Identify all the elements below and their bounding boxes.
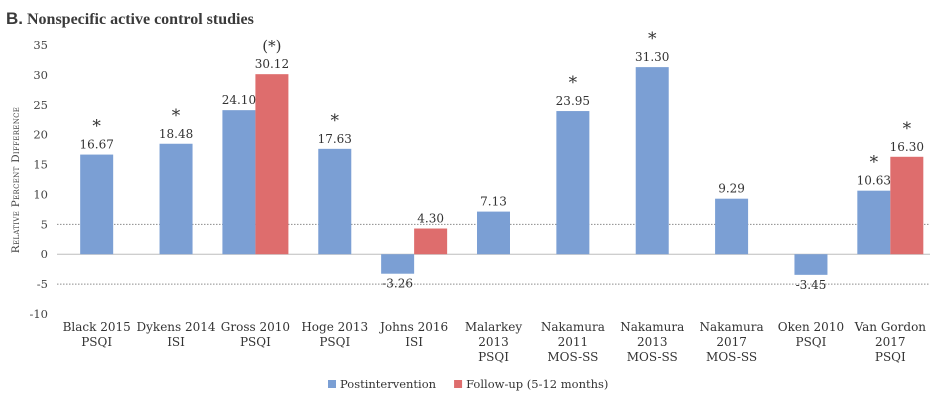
- bar-follow-up: [414, 228, 448, 255]
- data-label: 4.30: [417, 212, 444, 226]
- bar-postintervention: [477, 211, 510, 255]
- x-tick-label: Oken 2010: [778, 320, 844, 334]
- bar-postintervention: [381, 254, 415, 274]
- x-tick-label: Black 2015: [63, 320, 131, 334]
- data-label: 23.95: [556, 94, 590, 108]
- y-tick-label: 30: [33, 68, 48, 82]
- y-tick-label: 10: [33, 187, 48, 201]
- bar-follow-up: [255, 74, 289, 255]
- bar-postintervention: [80, 154, 114, 255]
- y-axis-label: Relative Percent Difference: [10, 107, 22, 253]
- x-tick-label: PSQI: [240, 335, 271, 349]
- data-label: 16.67: [80, 138, 114, 152]
- significance-marker: *: [648, 29, 657, 49]
- x-tick-label: MOS-SS: [547, 350, 598, 364]
- bar-postintervention: [159, 143, 193, 255]
- x-tick-label: Nakamura: [620, 320, 684, 334]
- data-label: -3.26: [382, 277, 413, 291]
- significance-marker: *: [172, 106, 181, 126]
- significance-marker: (*): [262, 37, 281, 55]
- x-tick-label: 2017: [875, 335, 906, 349]
- chart-title: Nonspecific active control studies: [27, 11, 254, 28]
- y-tick-label: 25: [33, 98, 48, 112]
- x-tick-label: PSQI: [81, 335, 112, 349]
- data-label: 10.63: [857, 174, 891, 188]
- x-tick-label: PSQI: [319, 335, 350, 349]
- significance-marker: *: [92, 117, 101, 137]
- x-tick-label: Johns 2016: [378, 320, 448, 334]
- x-tick-label: 2013: [637, 335, 668, 349]
- x-tick-label: 2017: [716, 335, 747, 349]
- data-label: 16.30: [890, 140, 924, 154]
- legend: Postintervention Follow-up (5-12 months): [328, 377, 608, 391]
- x-tick-label: ISI: [167, 335, 185, 349]
- data-label: 18.48: [159, 127, 193, 141]
- x-tick-label: PSQI: [796, 335, 827, 349]
- data-label: 24.10: [222, 93, 256, 107]
- bar-postintervention: [715, 198, 749, 255]
- x-tick-label: Dykens 2014: [137, 320, 216, 334]
- data-label: 7.13: [480, 195, 507, 209]
- legend-swatch: [328, 380, 336, 388]
- y-tick-label: -5: [37, 277, 48, 291]
- x-tick-label: MOS-SS: [706, 350, 757, 364]
- bar-postintervention: [222, 110, 256, 255]
- data-label: 17.63: [318, 132, 352, 146]
- significance-marker: *: [331, 111, 340, 131]
- x-tick-label: Nakamura: [541, 320, 605, 334]
- data-label: 9.29: [718, 182, 745, 196]
- legend-label: Postintervention: [340, 377, 437, 391]
- y-tick-label: 20: [33, 128, 48, 142]
- panel-letter: B.: [6, 9, 23, 28]
- significance-marker: *: [870, 153, 879, 173]
- legend-swatch: [454, 380, 463, 388]
- bar-postintervention: [794, 254, 828, 275]
- y-tick-label: 0: [41, 247, 48, 261]
- x-tick-label: PSQI: [478, 350, 509, 364]
- x-tick-label: Hoge 2013: [301, 320, 368, 334]
- bar-postintervention: [635, 67, 669, 255]
- data-label: 30.12: [255, 57, 289, 71]
- x-tick-label: Van Gordon: [854, 320, 927, 334]
- x-tick-label: ISI: [405, 335, 423, 349]
- x-tick-label: Gross 2010: [221, 320, 290, 334]
- x-tick-label: Nakamura: [700, 320, 764, 334]
- bar-postintervention: [318, 148, 352, 255]
- x-tick-label: 2013: [478, 335, 509, 349]
- significance-marker: *: [903, 119, 912, 139]
- x-tick-label: Malarkey: [465, 320, 523, 334]
- y-tick-label: 35: [33, 38, 48, 52]
- x-tick-label: MOS-SS: [627, 350, 678, 364]
- x-tick-label: PSQI: [875, 350, 906, 364]
- significance-marker: *: [569, 73, 578, 93]
- data-label: 31.30: [635, 50, 669, 64]
- y-tick-label: -10: [29, 307, 48, 321]
- x-tick-label: 2011: [558, 335, 589, 349]
- y-tick-label: 5: [41, 217, 48, 231]
- bar-postintervention: [857, 190, 891, 255]
- bar-follow-up: [890, 156, 924, 255]
- y-tick-label: 15: [33, 158, 48, 172]
- legend-label: Follow-up (5-12 months): [466, 377, 608, 391]
- bar-postintervention: [556, 111, 590, 255]
- data-label: -3.45: [796, 278, 827, 292]
